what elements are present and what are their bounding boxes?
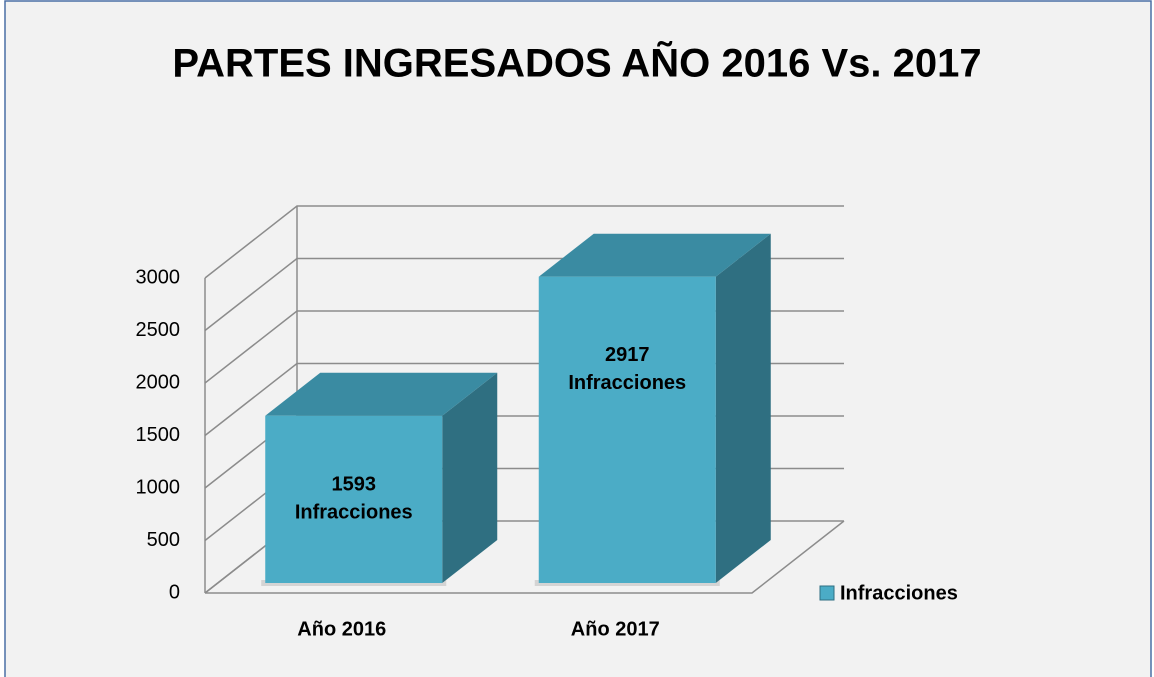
bar-side (442, 372, 498, 583)
legend-swatch (819, 585, 835, 601)
grid-line (204, 205, 844, 279)
bar-side (715, 233, 771, 583)
y-tick-label: 0 (169, 581, 180, 603)
x-tick-label: Año 2017 (571, 618, 660, 640)
legend-label: Infracciones (840, 582, 958, 604)
data-label-line: Infracciones (295, 502, 413, 524)
y-tick-label: 1000 (136, 476, 181, 498)
data-label: 1593 Infracciones (295, 474, 413, 524)
data-label: 2917 Infracciones (568, 344, 686, 394)
bar (265, 415, 443, 583)
y-tick-label: 2000 (136, 371, 181, 393)
y-tick-label: 500 (147, 529, 180, 551)
y-tick-label: 3000 (136, 266, 181, 288)
chart-title: PARTES INGRESADOS AÑO 2016 Vs. 2017 (172, 40, 981, 86)
y-tick-label: 1500 (136, 424, 181, 446)
bar-top (265, 372, 498, 416)
data-label-line: 2917 (605, 344, 650, 366)
data-label-line: 1593 (332, 474, 377, 496)
bar-top (538, 233, 771, 277)
x-tick-label: Año 2016 (297, 618, 386, 640)
y-tick-label: 2500 (136, 319, 181, 341)
data-label-line: Infracciones (568, 372, 686, 394)
bar (538, 276, 716, 583)
